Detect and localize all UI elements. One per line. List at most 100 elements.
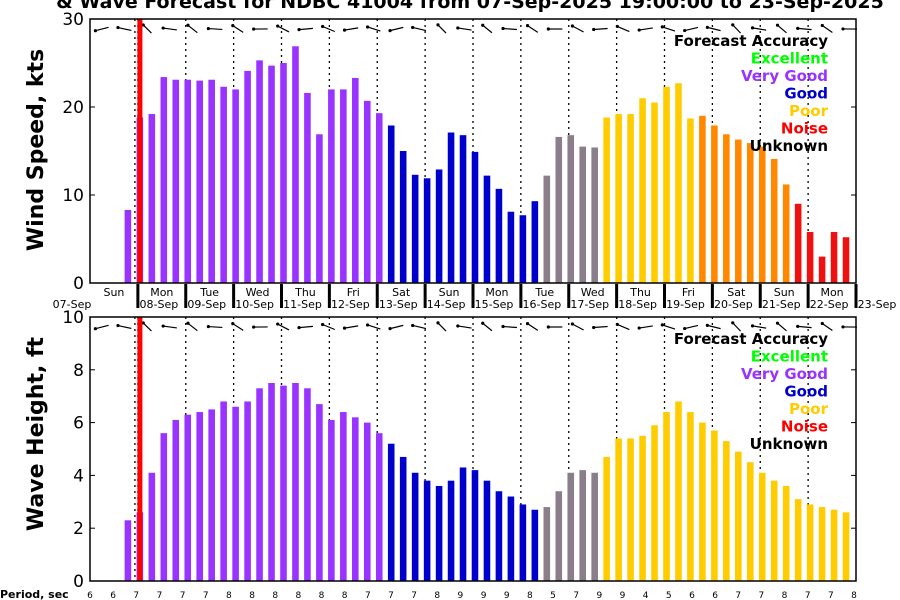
direction-arrow-head bbox=[615, 24, 619, 29]
direction-arrow-head bbox=[546, 27, 550, 31]
direction-arrow bbox=[232, 323, 244, 331]
data-bar bbox=[459, 467, 467, 581]
day-separator bbox=[375, 284, 379, 308]
direction-arrow-head bbox=[252, 27, 256, 31]
data-bar bbox=[447, 480, 455, 581]
data-bar bbox=[435, 485, 443, 581]
period-value: 4 bbox=[643, 591, 649, 600]
data-bar bbox=[579, 146, 587, 283]
data-bar bbox=[567, 135, 575, 283]
data-bar bbox=[543, 507, 551, 581]
data-bar bbox=[471, 470, 479, 581]
y-tick-label: 0 bbox=[73, 572, 84, 592]
data-bar bbox=[172, 79, 180, 283]
period-value: 7 bbox=[388, 591, 394, 600]
data-bar bbox=[304, 92, 311, 283]
period-value: 9 bbox=[458, 591, 464, 600]
direction-arrow-head bbox=[683, 28, 687, 33]
period-value: 8 bbox=[782, 591, 788, 600]
period-value: 6 bbox=[712, 591, 718, 600]
data-bar bbox=[627, 438, 634, 581]
data-bar bbox=[794, 203, 802, 283]
data-bar bbox=[531, 509, 539, 581]
data-bar bbox=[663, 86, 670, 283]
direction-arrow-head bbox=[481, 23, 485, 27]
data-bar bbox=[723, 134, 730, 283]
direction-arrow-head bbox=[116, 323, 120, 328]
direction-arrow bbox=[752, 27, 767, 31]
period-value: 6 bbox=[87, 591, 93, 600]
direction-arrow-head bbox=[660, 25, 664, 29]
legend-entry: Unknown bbox=[750, 435, 828, 453]
period-value: 7 bbox=[365, 591, 371, 600]
day-separator bbox=[519, 284, 523, 308]
period-value: 9 bbox=[481, 591, 487, 600]
data-bar bbox=[663, 412, 670, 581]
date-tick-label: 20-Sep bbox=[714, 298, 753, 311]
direction-arrow-head bbox=[456, 26, 460, 30]
data-bar bbox=[375, 113, 383, 283]
weekday-tick-label: Mon bbox=[485, 286, 508, 299]
direction-arrow bbox=[684, 26, 699, 32]
weekday-tick-label: Mon bbox=[150, 286, 173, 299]
direction-arrow bbox=[732, 322, 742, 332]
direction-arrow-head bbox=[388, 327, 392, 331]
data-bar bbox=[268, 65, 275, 283]
date-tick-label: 09-Sep bbox=[187, 298, 226, 311]
weekday-tick-label: Sun bbox=[774, 286, 795, 299]
period-value: 7 bbox=[180, 591, 186, 600]
day-separator bbox=[663, 284, 666, 308]
legend-entry: Unknown bbox=[750, 137, 828, 155]
weekday-tick-label: Sun bbox=[103, 286, 124, 299]
y-tick-label: 8 bbox=[73, 361, 84, 381]
day-separator bbox=[184, 284, 188, 308]
direction-arrow bbox=[95, 26, 109, 32]
data-bar bbox=[220, 86, 227, 283]
period-value: 9 bbox=[620, 591, 626, 600]
direction-arrow bbox=[412, 324, 427, 330]
data-bar bbox=[651, 425, 658, 581]
data-bar bbox=[603, 456, 610, 581]
direction-arrow bbox=[187, 322, 198, 332]
direction-arrow bbox=[527, 323, 539, 331]
data-bar bbox=[399, 151, 407, 283]
direction-arrow-head bbox=[570, 322, 575, 326]
direction-arrow-head bbox=[93, 327, 98, 331]
data-bar bbox=[172, 419, 180, 581]
direction-arrow bbox=[777, 322, 787, 332]
data-bar bbox=[639, 98, 646, 283]
direction-arrow bbox=[298, 27, 314, 31]
data-bar bbox=[148, 114, 156, 283]
direction-arrow-head bbox=[206, 26, 210, 31]
data-bar bbox=[268, 383, 275, 581]
direction-arrow-head bbox=[93, 29, 98, 33]
weekday-tick-label: Fri bbox=[682, 286, 695, 299]
data-bar bbox=[471, 151, 479, 283]
direction-arrow-head bbox=[841, 27, 845, 31]
period-value: 8 bbox=[342, 591, 348, 600]
legend-entry: Poor bbox=[789, 400, 829, 418]
legend-entry: Very Good bbox=[741, 67, 828, 85]
data-bar bbox=[711, 125, 718, 283]
weekday-tick-label: Thu bbox=[294, 286, 316, 299]
direction-arrow-head bbox=[186, 23, 190, 27]
y-tick-label: 10 bbox=[62, 308, 84, 328]
data-bar bbox=[196, 80, 204, 283]
direction-arrow bbox=[367, 26, 381, 32]
data-bar bbox=[555, 491, 563, 581]
weekday-tick-label: Wed bbox=[246, 286, 270, 299]
direction-arrow bbox=[117, 26, 132, 32]
date-tick-label: 21-Sep bbox=[762, 298, 801, 311]
direction-arrow bbox=[572, 323, 584, 331]
period-value: 7 bbox=[133, 591, 139, 600]
data-bar bbox=[782, 485, 790, 581]
direction-arrow-head bbox=[501, 26, 505, 31]
data-bar bbox=[495, 491, 503, 581]
data-bar bbox=[746, 143, 754, 283]
date-tick-label: 12-Sep bbox=[331, 298, 370, 311]
date-tick-label: 15-Sep bbox=[475, 298, 514, 311]
direction-arrow-head bbox=[796, 26, 800, 30]
direction-arrow bbox=[142, 24, 152, 34]
